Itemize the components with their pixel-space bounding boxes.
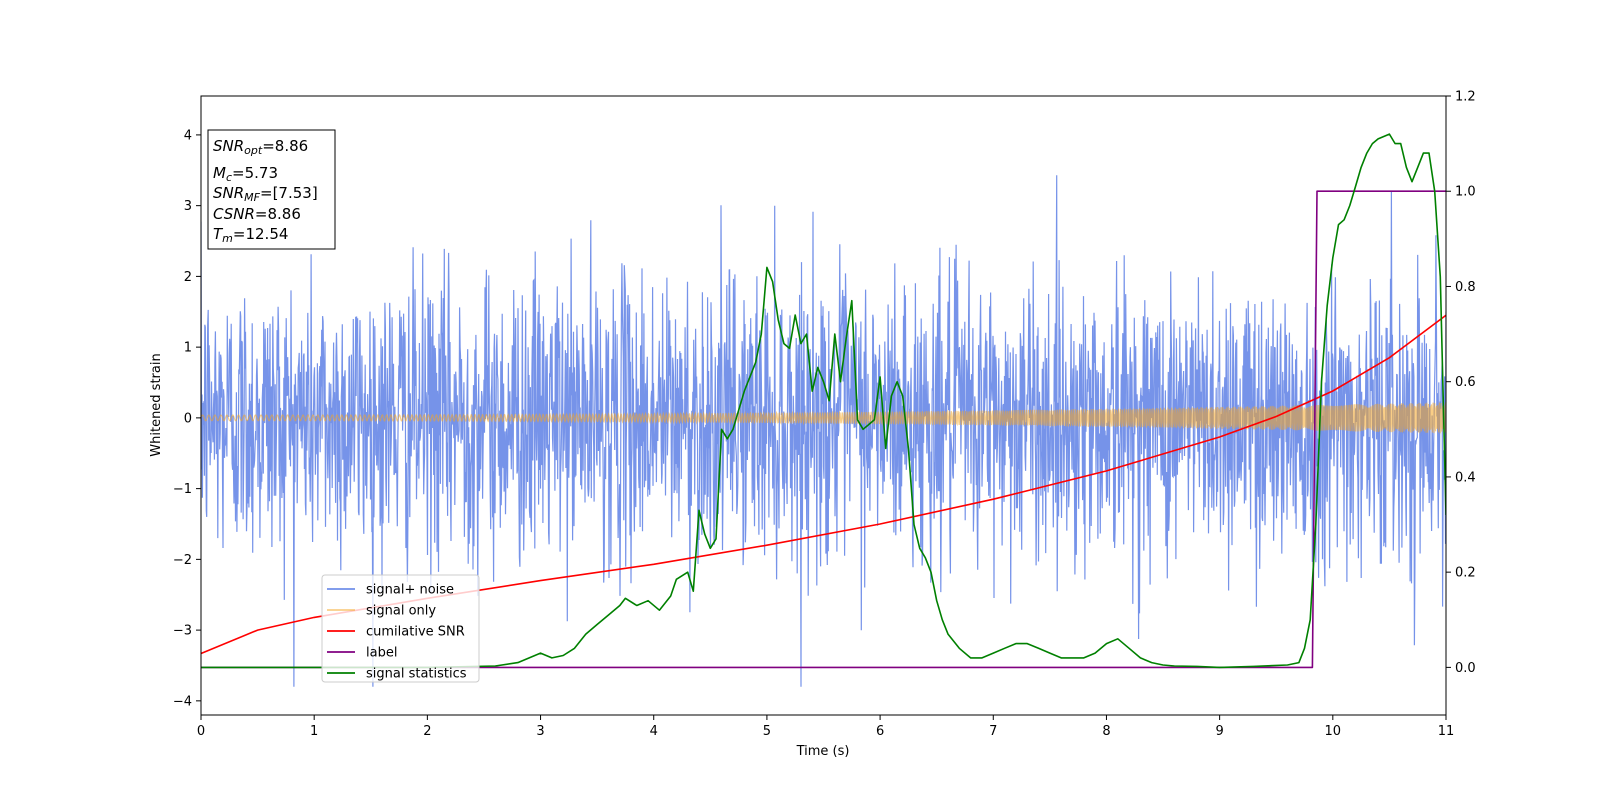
series-label-line bbox=[201, 190, 1446, 669]
annotation-line: Tm=12.54 bbox=[213, 225, 288, 245]
annotation-subscript: m bbox=[222, 232, 233, 245]
annotation-line: CSNR=8.86 bbox=[213, 205, 301, 223]
annotation-value: =[7.53] bbox=[260, 184, 318, 202]
y2-tick-label: 0.6 bbox=[1455, 375, 1476, 390]
x-tick-label: 8 bbox=[1102, 724, 1110, 739]
annotation-value: =5.73 bbox=[232, 164, 278, 182]
x-tick-label: 4 bbox=[650, 724, 658, 739]
y2-tick-label: 0.8 bbox=[1455, 280, 1476, 295]
annotation-variable: SNR bbox=[213, 137, 244, 155]
y-tick-label: −2 bbox=[173, 553, 192, 568]
y-tick-label: 4 bbox=[184, 128, 192, 143]
legend-label: cumilative SNR bbox=[366, 625, 465, 640]
y2-tick-label: 0.4 bbox=[1455, 470, 1476, 485]
plot-frame bbox=[200, 95, 1447, 716]
legend-item: label bbox=[327, 646, 397, 661]
legend-label: label bbox=[366, 646, 397, 661]
x-tick-label: 0 bbox=[197, 724, 205, 739]
y-tick-label: 1 bbox=[184, 341, 192, 356]
legend-label: signal statistics bbox=[366, 667, 467, 682]
annotation-subscript: MF bbox=[244, 191, 260, 204]
annotation-line: Mc=5.73 bbox=[213, 164, 278, 184]
x-tick-label: 11 bbox=[1438, 724, 1455, 739]
annotation-value: =8.86 bbox=[262, 137, 308, 155]
y-tick-label: 3 bbox=[184, 199, 192, 214]
x-axis-label: Time (s) bbox=[796, 744, 850, 759]
legend: signal+ noise signal only cumilative SNR la… bbox=[321, 574, 480, 683]
x-axis: 0 1 2 3 4 5 6 7 8 9 10 11 bbox=[197, 715, 1454, 739]
y2-tick-label: 0.2 bbox=[1455, 566, 1476, 581]
series-signal-noise-line bbox=[201, 175, 1446, 687]
y2-tick-label: 1.2 bbox=[1455, 90, 1476, 105]
y2-tick-label: 1.0 bbox=[1455, 185, 1476, 200]
annotation-line: SNRopt=8.86 bbox=[213, 137, 308, 157]
y-tick-label: −4 bbox=[173, 694, 192, 709]
x-tick-label: 2 bbox=[423, 724, 431, 739]
annotation-value: =12.54 bbox=[233, 225, 289, 243]
y2-tick-label: 0.0 bbox=[1455, 661, 1476, 676]
series-signal-statistics-line bbox=[201, 133, 1446, 669]
x-tick-label: 5 bbox=[763, 724, 771, 739]
legend-item: signal statistics bbox=[327, 667, 467, 682]
series-signal-only-line bbox=[201, 402, 1446, 434]
legend-item: signal only bbox=[327, 604, 436, 619]
x-tick-label: 7 bbox=[989, 724, 997, 739]
annotation-subscript: opt bbox=[244, 144, 263, 157]
y-axis-label: Whitened strain bbox=[149, 353, 164, 456]
y-tick-label: 2 bbox=[184, 270, 192, 285]
y-tick-label: 0 bbox=[184, 411, 192, 426]
stats-annotation-box: SNRopt=8.86Mc=5.73SNRMF=[7.53]CSNR=8.86T… bbox=[207, 129, 336, 250]
annotation-variable: CSNR bbox=[213, 205, 255, 223]
annotation-variable: SNR bbox=[213, 184, 244, 202]
annotation-frame bbox=[207, 129, 336, 250]
y-tick-label: −3 bbox=[173, 624, 192, 639]
legend-label: signal only bbox=[366, 604, 436, 619]
annotation-subscript: c bbox=[226, 171, 232, 184]
x-tick-label: 10 bbox=[1325, 724, 1342, 739]
x-tick-label: 1 bbox=[310, 724, 318, 739]
legend-frame bbox=[321, 574, 480, 683]
annotation-value: =8.86 bbox=[255, 205, 301, 223]
annotation-variable: T bbox=[213, 225, 224, 243]
y-axis-right: 0.0 0.2 0.4 0.6 0.8 1.0 1.2 bbox=[1446, 90, 1476, 676]
x-tick-label: 9 bbox=[1215, 724, 1223, 739]
x-tick-label: 3 bbox=[536, 724, 544, 739]
legend-item: signal+ noise bbox=[327, 583, 454, 598]
annotation-variable: M bbox=[213, 164, 226, 182]
x-tick-label: 6 bbox=[876, 724, 884, 739]
y-axis-left: −4 −3 −2 −1 0 1 2 3 4 bbox=[173, 128, 201, 709]
legend-item: cumilative SNR bbox=[327, 625, 465, 640]
annotation-line: SNRMF=[7.53] bbox=[213, 184, 318, 204]
legend-label: signal+ noise bbox=[366, 583, 454, 598]
y-tick-label: −1 bbox=[173, 482, 192, 497]
